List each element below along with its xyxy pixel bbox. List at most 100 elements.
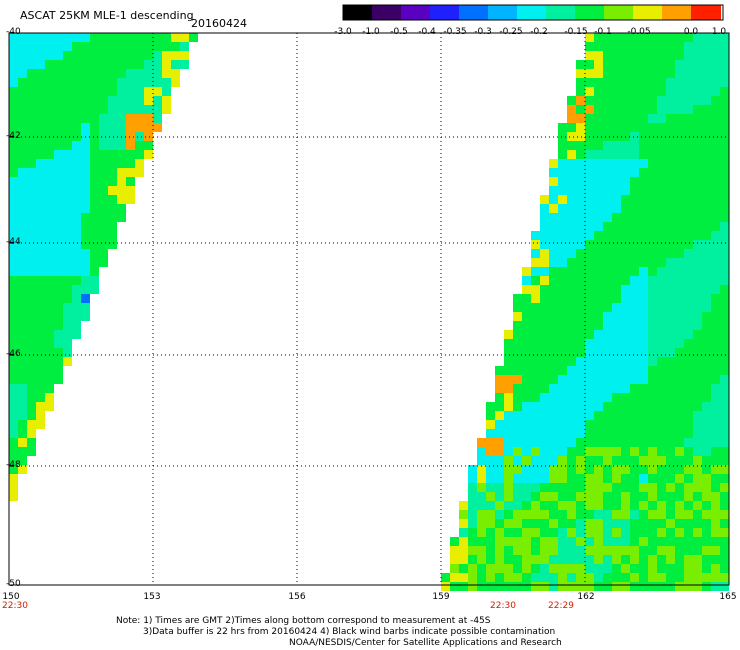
swath-cell (675, 348, 684, 357)
swath-cell (603, 348, 612, 357)
swath-cell (162, 78, 171, 87)
swath-cell (621, 150, 630, 159)
swath-cell (630, 249, 639, 258)
swath-cell (702, 366, 711, 375)
swath-cell (36, 285, 45, 294)
swath-cell (531, 348, 540, 357)
swath-cell (108, 240, 117, 249)
swath-cell (27, 348, 36, 357)
swath-right (441, 33, 729, 591)
swath-cell (549, 195, 558, 204)
swath-cell (522, 276, 531, 285)
swath-cell (27, 186, 36, 195)
swath-cell (576, 105, 585, 114)
swath-cell (18, 42, 27, 51)
swath-cell (522, 510, 531, 519)
swath-cell (531, 258, 540, 267)
swath-cell (513, 456, 522, 465)
swath-cell (603, 330, 612, 339)
swath-cell (18, 123, 27, 132)
swath-cell (468, 555, 477, 564)
swath-cell (531, 564, 540, 573)
swath-cell (54, 321, 63, 330)
swath-cell (603, 276, 612, 285)
swath-cell (9, 348, 18, 357)
swath-cell (72, 69, 81, 78)
swath-cell (702, 168, 711, 177)
swath-cell (90, 249, 99, 258)
swath-cell (558, 555, 567, 564)
swath-cell (711, 528, 720, 537)
swath-cell (486, 546, 495, 555)
swath-cell (522, 357, 531, 366)
swath-cell (702, 87, 711, 96)
swath-cell (81, 60, 90, 69)
swath-cell (36, 240, 45, 249)
swath-cell (522, 474, 531, 483)
swath-cell (612, 582, 621, 591)
swath-cell (648, 249, 657, 258)
swath-cell (558, 267, 567, 276)
swath-cell (504, 483, 513, 492)
swath-cell (540, 456, 549, 465)
swath-cell (684, 501, 693, 510)
swath-cell (612, 141, 621, 150)
swath-cell (648, 141, 657, 150)
swath-cell (702, 114, 711, 123)
swath-cell (594, 321, 603, 330)
swath-cell (603, 411, 612, 420)
swath-cell (72, 60, 81, 69)
swath-cell (666, 357, 675, 366)
swath-cell (585, 546, 594, 555)
swath-cell (549, 177, 558, 186)
swath-cell (666, 141, 675, 150)
swath-cell (126, 195, 135, 204)
swath-cell (567, 312, 576, 321)
swath-cell (567, 195, 576, 204)
swath-cell (612, 294, 621, 303)
swath-cell (675, 438, 684, 447)
swath-cell (27, 402, 36, 411)
swath-cell (180, 60, 189, 69)
swath-cell (648, 294, 657, 303)
swath-cell (585, 465, 594, 474)
swath-cell (513, 438, 522, 447)
swath-cell (594, 51, 603, 60)
swath-cell (99, 204, 108, 213)
swath-cell (675, 510, 684, 519)
swath-cell (18, 429, 27, 438)
swath-cell (27, 411, 36, 420)
swath-cell (540, 537, 549, 546)
swath-cell (54, 159, 63, 168)
swath-cell (549, 303, 558, 312)
swath-cell (459, 555, 468, 564)
swath-cell (522, 411, 531, 420)
swath-cell (576, 330, 585, 339)
swath-cell (621, 366, 630, 375)
swath-cell (36, 402, 45, 411)
swath-cell (576, 96, 585, 105)
swath-cell (720, 465, 729, 474)
swath-cell (522, 366, 531, 375)
swath-cell (27, 339, 36, 348)
swath-cell (45, 96, 54, 105)
swath-cell (540, 582, 549, 591)
swath-cell (720, 204, 729, 213)
swath-cell (531, 465, 540, 474)
swath-cell (684, 465, 693, 474)
swath-cell (135, 123, 144, 132)
swath-cell (666, 366, 675, 375)
swath-cell (639, 258, 648, 267)
swath-cell (657, 186, 666, 195)
swath-cell (531, 375, 540, 384)
swath-cell (612, 429, 621, 438)
swath-cell (657, 375, 666, 384)
swath-cell (135, 132, 144, 141)
swath-cell (657, 555, 666, 564)
swath-cell (171, 78, 180, 87)
swath-cell (657, 456, 666, 465)
swath-cell (585, 78, 594, 87)
swath-cell (540, 321, 549, 330)
swath-cell (711, 240, 720, 249)
swath-cell (522, 267, 531, 276)
